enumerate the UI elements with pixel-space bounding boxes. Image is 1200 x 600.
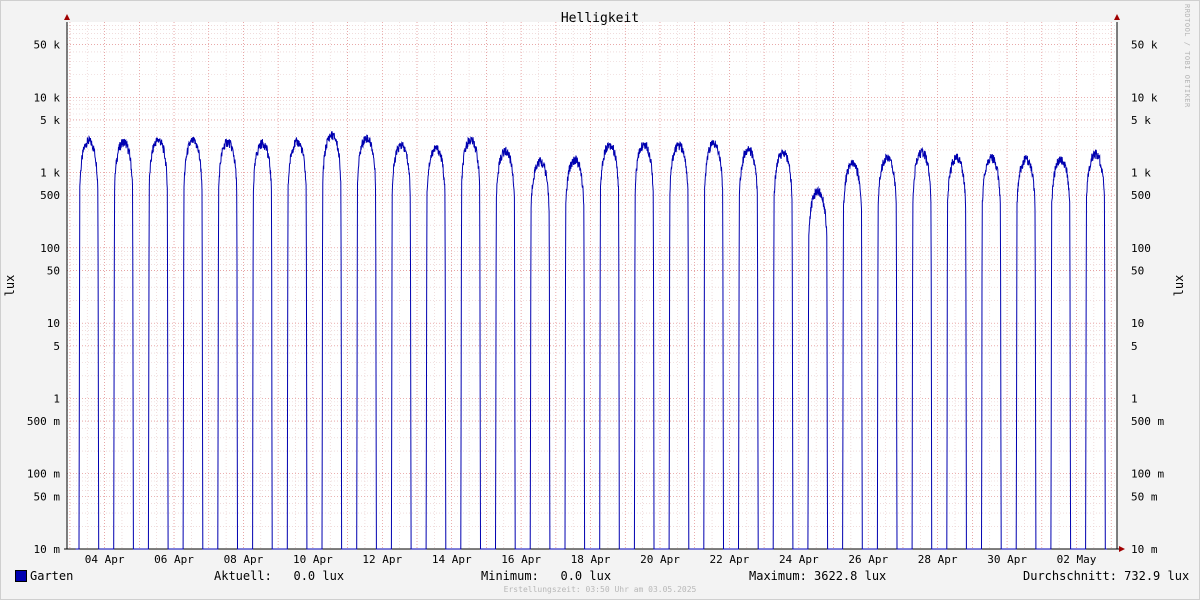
y-axis-label-right: lux [1172,275,1186,297]
y-tick-label-left: 10 [47,317,60,330]
y-tick-label-right: 10 [1131,317,1144,330]
y-tick-label-right: 100 m [1131,468,1164,481]
legend-swatch-garten [15,570,27,582]
x-tick-label: 30 Apr [987,553,1027,566]
y-tick-label-left: 100 m [27,468,60,481]
y-tick-label-left: 500 m [27,415,60,428]
y-tick-label-left: 5 k [40,114,60,127]
y-tick-label-right: 10 m [1131,543,1158,556]
plot-area [67,22,1117,549]
y-axis-arrow-right [1114,14,1120,20]
series-line-garten [75,131,1107,550]
legend-average: Durchschnitt: 732.9 lux [1023,569,1190,583]
x-tick-label: 14 Apr [432,553,472,566]
x-tick-label: 12 Apr [362,553,402,566]
y-tick-label-left: 10 m [34,543,61,556]
x-tick-label: 26 Apr [848,553,888,566]
x-tick-label: 18 Apr [571,553,611,566]
y-tick-label-right: 5 [1131,340,1138,353]
legend-minimum: Minimum: 0.0 lux [481,569,612,583]
y-tick-label-left: 50 k [34,39,61,52]
y-tick-label-right: 50 [1131,265,1144,278]
legend-current: Aktuell: 0.0 lux [214,569,345,583]
y-tick-label-left: 50 [47,265,60,278]
y-tick-label-right: 500 [1131,189,1151,202]
y-axis-label-left: lux [3,275,17,297]
x-tick-label: 06 Apr [154,553,194,566]
x-tick-label: 20 Apr [640,553,680,566]
y-tick-label-right: 100 [1131,242,1151,255]
legend-series-name: Garten [30,569,74,583]
rrdtool-watermark: RRDTOOL / TOBI OETIKER [1183,4,1191,108]
y-tick-label-right: 1 [1131,392,1138,405]
axis-labels: 10 m 10 m 50 m 50 m 100 m 100 m 500 m 500 m 1 1 5 5… [3,39,1186,566]
y-tick-label-right: 50 m [1131,490,1158,503]
x-tick-label: 04 Apr [85,553,125,566]
x-tick-label: 22 Apr [710,553,750,566]
y-axis-arrow-left [64,14,70,20]
x-tick-label: 16 Apr [501,553,541,566]
y-tick-label-right: 50 k [1131,39,1158,52]
x-tick-label: 08 Apr [224,553,264,566]
y-tick-label-left: 1 k [40,167,60,180]
y-tick-label-left: 10 k [34,91,61,104]
y-tick-label-right: 1 k [1131,167,1151,180]
y-tick-label-left: 5 [53,340,60,353]
creation-timestamp: Erstellungszeit: 03:50 Uhr am 03.05.2025 [503,585,697,594]
x-tick-label: 10 Apr [293,553,333,566]
x-tick-label: 02 May [1057,553,1097,566]
y-tick-label-left: 1 [53,392,60,405]
y-tick-label-right: 5 k [1131,114,1151,127]
legend-maximum: Maximum: 3622.8 lux [749,569,887,583]
y-tick-label-left: 100 [40,242,60,255]
grid-major [67,22,1117,550]
series-garten [75,131,1107,550]
x-tick-label: 24 Apr [779,553,819,566]
y-tick-label-right: 500 m [1131,415,1164,428]
x-tick-label: 28 Apr [918,553,958,566]
y-tick-label-left: 50 m [34,490,61,503]
y-tick-label-left: 500 [40,189,60,202]
y-tick-label-right: 10 k [1131,91,1158,104]
chart-title: Helligkeit [560,11,640,26]
x-axis-arrow [1119,546,1125,552]
